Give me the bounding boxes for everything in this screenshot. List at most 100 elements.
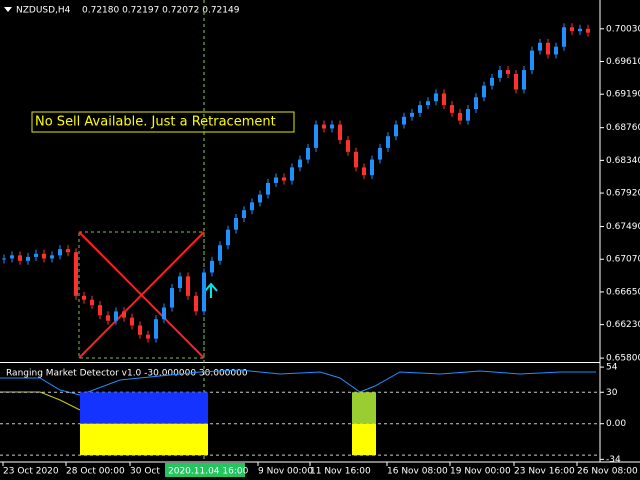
candle-body [506, 70, 510, 74]
candle-body [218, 245, 222, 261]
candle-body [314, 124, 318, 148]
zone-upper [184, 392, 208, 424]
candle-body [10, 255, 14, 259]
candle-body [274, 177, 278, 183]
annotation-box [31, 111, 295, 133]
candle-body [282, 177, 286, 181]
indicator-tick-label: 54 [606, 363, 618, 373]
candle-body [474, 97, 478, 109]
candle-body [194, 295, 198, 312]
candle-body [130, 317, 134, 326]
symbol-menu-arrow[interactable] [4, 7, 12, 12]
candle-body [290, 167, 294, 181]
candle-body [354, 151, 358, 168]
candle-body [418, 105, 422, 113]
candle-body [138, 325, 142, 335]
candle-body [554, 46, 558, 55]
candle-body [490, 77, 494, 86]
candle-body [106, 315, 110, 321]
candle-body [370, 159, 374, 176]
candle-body [434, 93, 438, 102]
candle-body [298, 159, 302, 168]
candle-body [546, 42, 550, 55]
candle-body [82, 295, 86, 300]
price-tick-label: 0.69190 [606, 90, 640, 100]
candle-body [530, 50, 534, 71]
candle-body [442, 93, 446, 106]
zone-lower [80, 423, 184, 456]
candle-body [186, 276, 190, 296]
price-tick-label: 0.67920 [606, 189, 640, 199]
candle-body [410, 112, 414, 117]
candle-body [234, 217, 238, 230]
candle-body [90, 299, 94, 306]
indicator-tick-label: 30 [606, 388, 618, 398]
candle-body [378, 147, 382, 160]
candle-body [346, 140, 350, 152]
price-tick-label: 0.69610 [606, 57, 640, 67]
price-tick-label: 0.65800 [606, 354, 640, 364]
candle-body [162, 307, 166, 320]
symbol-label: NZDUSD,H4 [16, 6, 71, 16]
candle-body [538, 42, 542, 51]
candle-body [362, 167, 366, 176]
candle-body [570, 27, 574, 32]
indicator-title: Ranging Market Detector v1.0 -30.000000 … [6, 369, 248, 379]
candle-body [394, 124, 398, 137]
candle-body [58, 249, 62, 256]
time-label: 23 Oct 2020 [3, 467, 59, 477]
time-label: 23 Nov 16:00 [514, 467, 575, 477]
candle-body [74, 252, 78, 296]
candle-body [146, 334, 150, 339]
indicator-tick-label: 0.00 [606, 419, 626, 429]
zone-lower [184, 423, 208, 456]
crosshair-time-box [165, 463, 245, 477]
candle-body [50, 255, 54, 259]
price-tick-label: 0.66650 [606, 287, 640, 297]
candle-body [450, 105, 454, 113]
candle-body [402, 116, 406, 125]
time-label: 28 Oct 00:00 [66, 467, 125, 477]
time-label: 11 Nov 16:00 [310, 467, 371, 477]
candle-body [18, 255, 22, 261]
cross-line [78, 231, 205, 359]
candle-body [42, 253, 46, 259]
candle-body [466, 108, 470, 121]
candle-body [98, 305, 102, 316]
candle-body [578, 28, 582, 32]
time-label: 16 Nov 08:00 [387, 467, 448, 477]
candle-body [122, 311, 126, 318]
candle-body [586, 28, 590, 33]
time-label: 26 Nov 08:00 [577, 467, 638, 477]
zone-upper [80, 392, 184, 424]
candle-body [426, 101, 430, 106]
candle-body [386, 136, 390, 148]
candle-body [170, 288, 174, 308]
price-tick-label: 0.67490 [606, 222, 640, 232]
candle-body [562, 27, 566, 47]
buy-arrow [204, 282, 218, 298]
candle-body [338, 124, 342, 141]
candle-body [330, 124, 334, 129]
zone-upper [352, 392, 376, 424]
candle-body [514, 73, 518, 90]
candle-body [458, 112, 462, 121]
price-tick-label: 0.67070 [606, 255, 640, 265]
candle-body [26, 256, 30, 261]
annotation-text: No Sell Available. Just a Retracement [35, 115, 276, 130]
time-label: 9 Nov 00:00 [258, 467, 313, 477]
time-label: 30 Oct [130, 467, 160, 477]
candle-body [2, 258, 6, 260]
candle-body [258, 194, 262, 203]
price-tick-label: 0.68760 [606, 123, 640, 133]
time-label: 19 Nov 00:00 [450, 467, 511, 477]
candle-body [154, 319, 158, 339]
candle-body [266, 182, 270, 195]
candle-body [114, 311, 118, 321]
candle-body [202, 272, 206, 312]
quote-label: 0.72180 0.72197 0.72072 0.72149 [82, 6, 240, 16]
candle-body [242, 210, 246, 218]
candle-body [522, 70, 526, 90]
candle-body [482, 85, 486, 98]
candle-body [34, 253, 38, 257]
